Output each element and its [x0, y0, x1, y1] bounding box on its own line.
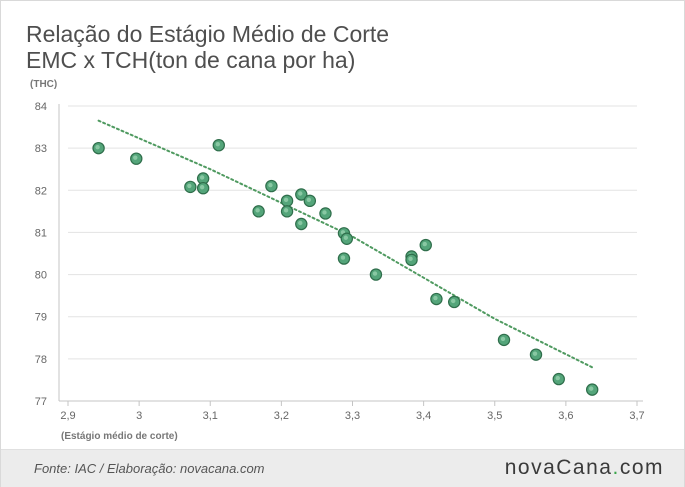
data-point-highlight: [532, 351, 538, 356]
y-tick-label-80: 80: [35, 270, 47, 282]
brand-dot: .: [612, 456, 620, 479]
data-point: [92, 141, 105, 155]
data-point-highlight: [340, 255, 346, 260]
data-point-highlight: [306, 197, 312, 203]
data-points: [92, 138, 599, 396]
data-point-highlight: [588, 386, 594, 391]
data-point-highlight: [500, 336, 506, 342]
data-point-highlight: [555, 375, 560, 381]
data-point: [130, 152, 143, 165]
data-point-highlight: [408, 256, 413, 262]
y-tick-label-79: 79: [35, 312, 47, 324]
data-point: [319, 207, 332, 220]
y-axis-label: (THC): [30, 79, 57, 90]
y-tick-label-83: 83: [35, 143, 47, 155]
data-point: [196, 181, 210, 195]
data-point: [340, 232, 354, 245]
brand-tld: com: [619, 456, 664, 479]
data-point-highlight: [268, 182, 273, 188]
data-point: [337, 252, 351, 265]
x-tick-label-7: 3,6: [558, 410, 573, 422]
data-point-highlight: [215, 141, 220, 147]
y-tick-label-77: 77: [35, 396, 47, 408]
chart-title-line-2: EMC x TCH(ton de cana por ha): [26, 47, 356, 73]
y-tick-label-84: 84: [35, 101, 47, 113]
data-point: [265, 179, 278, 193]
data-point-highlight: [298, 220, 303, 226]
chart-title-line-1: Relação do Estágio Médio de Corte: [26, 21, 390, 47]
brand-name: novaCana: [504, 456, 613, 479]
data-point: [295, 188, 308, 201]
data-point-highlight: [433, 295, 438, 301]
scatter-plot: 77 78 79 80 81 82 83 84 2,9 3 3,1 3,2 3,3 3,4 3,5 3,6 3,…: [30, 79, 645, 442]
x-axis-label: (Estágio médio de corte): [61, 431, 178, 442]
data-point-highlight: [343, 235, 349, 240]
x-tick-label-8: 3,7: [629, 410, 644, 422]
data-point-highlight: [199, 175, 205, 180]
data-point: [369, 268, 383, 281]
data-point: [280, 194, 294, 208]
data-point-highlight: [187, 183, 192, 189]
data-point: [419, 238, 432, 252]
data-point-highlight: [133, 155, 138, 160]
brand-logo: novaCana.com: [505, 456, 664, 480]
footer-bar: Fonte: IAC / Elaboração: novacana.com no…: [1, 449, 684, 487]
data-point: [303, 194, 317, 208]
data-point: [405, 253, 418, 267]
x-tick-label-4: 3,3: [345, 410, 360, 422]
data-point-highlight: [199, 184, 205, 190]
x-tick-label-2: 3,1: [203, 410, 218, 422]
data-point: [552, 372, 565, 386]
data-point-highlight: [298, 191, 303, 196]
chart-title: Relação do Estágio Médio de Corte EMC x …: [26, 21, 389, 73]
data-point-highlight: [255, 208, 260, 213]
data-point: [585, 383, 599, 396]
x-tick-label-0: 2,9: [60, 410, 75, 422]
data-point: [252, 205, 265, 218]
y-tick-label-81: 81: [35, 227, 47, 239]
data-point-highlight: [322, 210, 327, 215]
data-point-highlight: [451, 298, 456, 304]
data-point: [529, 348, 543, 361]
x-tick-label-1: 3: [136, 410, 142, 422]
data-point: [448, 295, 461, 309]
data-point: [497, 333, 511, 347]
axes: 77 78 79 80 81 82 83 84 2,9 3 3,1 3,2 3,3 3,4 3,5 3,6 3,…: [35, 101, 645, 422]
data-point-highlight: [422, 241, 427, 247]
data-point-highlight: [283, 208, 289, 213]
x-tick-label-6: 3,5: [487, 410, 502, 422]
y-tick-label-78: 78: [35, 354, 47, 366]
data-point: [295, 217, 308, 231]
y-tick-label-82: 82: [35, 185, 47, 197]
x-tick-label-3: 3,2: [274, 410, 289, 422]
data-point-highlight: [95, 144, 100, 150]
data-point: [430, 292, 443, 306]
source-note: Fonte: IAC / Elaboração: novacana.com: [34, 461, 265, 476]
data-point-highlight: [283, 197, 289, 203]
x-tick-label-5: 3,4: [416, 410, 431, 422]
data-point: [280, 205, 294, 218]
data-point-highlight: [372, 271, 378, 276]
data-point: [212, 138, 225, 152]
data-point: [184, 180, 197, 194]
